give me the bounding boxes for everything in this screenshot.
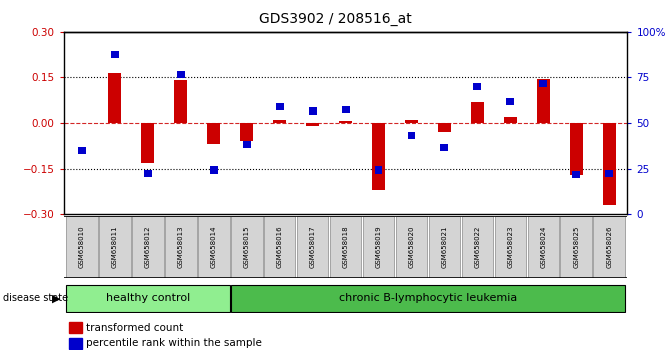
- Bar: [111, 51, 119, 58]
- Bar: [440, 144, 448, 151]
- Bar: [78, 147, 86, 154]
- Text: transformed count: transformed count: [87, 322, 184, 332]
- Text: GSM658026: GSM658026: [607, 225, 612, 268]
- FancyBboxPatch shape: [165, 216, 197, 278]
- Text: GSM658010: GSM658010: [79, 225, 85, 268]
- Text: healthy control: healthy control: [105, 293, 190, 303]
- FancyBboxPatch shape: [593, 216, 625, 278]
- Bar: [603, 123, 616, 205]
- FancyBboxPatch shape: [99, 216, 131, 278]
- Text: chronic B-lymphocytic leukemia: chronic B-lymphocytic leukemia: [339, 293, 517, 303]
- FancyBboxPatch shape: [198, 216, 229, 278]
- Bar: [507, 98, 515, 105]
- Bar: [438, 123, 451, 132]
- Bar: [474, 83, 481, 90]
- Bar: [108, 73, 121, 123]
- Text: GSM658023: GSM658023: [507, 225, 513, 268]
- Text: GSM658017: GSM658017: [309, 225, 315, 268]
- FancyBboxPatch shape: [495, 216, 526, 278]
- Text: GSM658012: GSM658012: [145, 225, 151, 268]
- Text: GSM658022: GSM658022: [474, 226, 480, 268]
- Bar: [240, 123, 253, 141]
- Bar: [405, 120, 418, 123]
- Text: GSM658014: GSM658014: [211, 225, 217, 268]
- Bar: [537, 79, 550, 123]
- Bar: [570, 123, 583, 175]
- Bar: [309, 107, 317, 114]
- Text: GSM658021: GSM658021: [442, 225, 448, 268]
- Bar: [539, 80, 548, 87]
- Bar: [306, 123, 319, 126]
- FancyBboxPatch shape: [462, 216, 493, 278]
- FancyBboxPatch shape: [527, 216, 559, 278]
- Bar: [374, 166, 382, 174]
- Bar: [276, 103, 284, 110]
- Text: ▶: ▶: [52, 293, 60, 303]
- FancyBboxPatch shape: [363, 216, 395, 278]
- Bar: [144, 170, 152, 177]
- Bar: [471, 102, 484, 123]
- Bar: [273, 120, 287, 123]
- FancyBboxPatch shape: [132, 216, 164, 278]
- Text: GSM658025: GSM658025: [573, 226, 579, 268]
- Bar: [176, 71, 185, 78]
- Bar: [174, 80, 187, 123]
- Bar: [572, 171, 580, 178]
- Bar: [372, 123, 385, 190]
- Bar: [210, 166, 217, 174]
- FancyBboxPatch shape: [297, 216, 328, 278]
- Bar: [605, 170, 613, 177]
- Bar: [141, 123, 154, 162]
- Bar: [342, 106, 350, 113]
- Text: GSM658015: GSM658015: [244, 225, 250, 268]
- Bar: [69, 338, 82, 349]
- Text: GDS3902 / 208516_at: GDS3902 / 208516_at: [259, 12, 412, 27]
- FancyBboxPatch shape: [231, 216, 262, 278]
- Bar: [207, 123, 220, 144]
- Text: GSM658013: GSM658013: [178, 225, 184, 268]
- Text: GSM658011: GSM658011: [112, 225, 118, 268]
- FancyBboxPatch shape: [66, 216, 98, 278]
- FancyBboxPatch shape: [429, 216, 460, 278]
- Bar: [69, 322, 82, 333]
- FancyBboxPatch shape: [264, 216, 295, 278]
- FancyBboxPatch shape: [231, 285, 625, 312]
- Text: GSM658016: GSM658016: [276, 225, 282, 268]
- FancyBboxPatch shape: [329, 216, 362, 278]
- Text: disease state: disease state: [3, 293, 68, 303]
- Text: GSM658020: GSM658020: [409, 225, 415, 268]
- Text: percentile rank within the sample: percentile rank within the sample: [87, 338, 262, 348]
- Bar: [339, 121, 352, 123]
- Bar: [504, 117, 517, 123]
- Text: GSM658024: GSM658024: [540, 226, 546, 268]
- FancyBboxPatch shape: [66, 285, 229, 312]
- FancyBboxPatch shape: [396, 216, 427, 278]
- Text: GSM658019: GSM658019: [376, 225, 382, 268]
- Text: GSM658018: GSM658018: [343, 225, 348, 268]
- Bar: [407, 132, 415, 139]
- FancyBboxPatch shape: [560, 216, 592, 278]
- Bar: [243, 141, 251, 148]
